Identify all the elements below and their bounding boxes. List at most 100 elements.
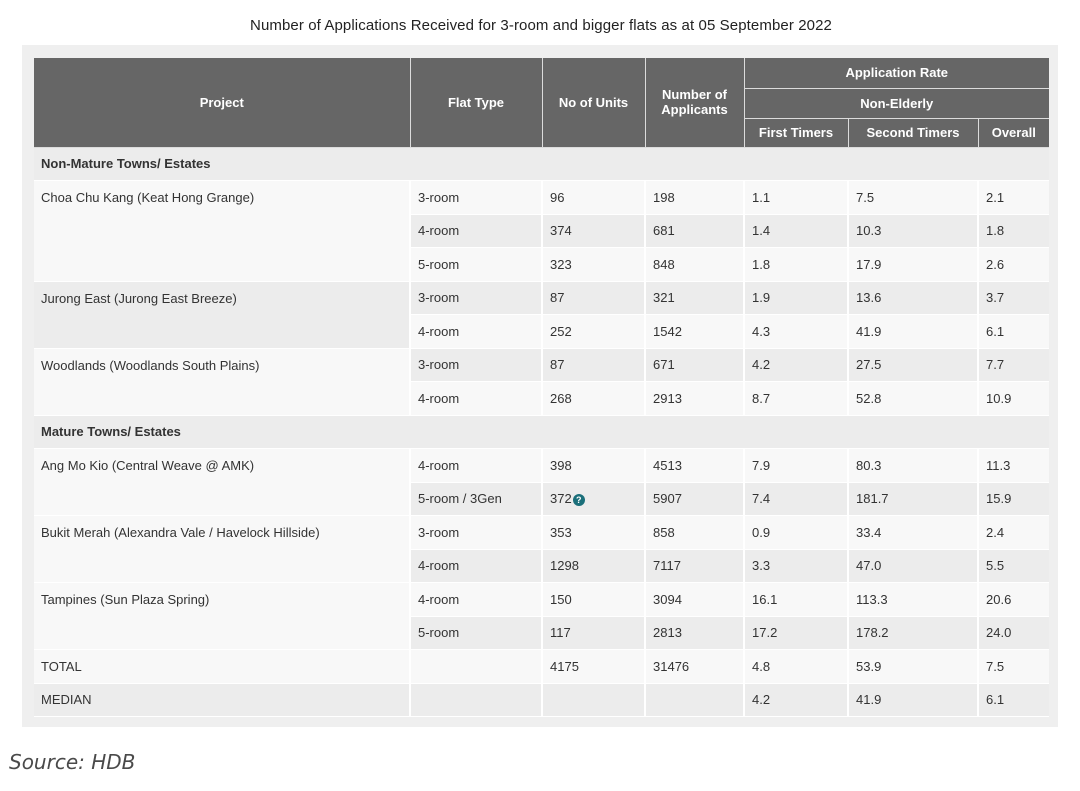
- overall-cell: 7.5: [978, 649, 1050, 684]
- units-cell: 4175: [542, 649, 646, 684]
- overall-cell: 2.4: [978, 515, 1050, 550]
- first-timers-cell: 17.2: [744, 616, 849, 650]
- overall-cell: 20.6: [978, 582, 1050, 617]
- flat-type-cell: 3-room: [410, 515, 543, 550]
- project-name: Ang Mo Kio (Central Weave @ AMK): [34, 448, 411, 516]
- second-timers-cell: 10.3: [848, 214, 979, 248]
- header-application-rate: Application Rate: [744, 58, 1050, 89]
- table-title: Number of Applications Received for 3-ro…: [250, 17, 832, 34]
- units-cell: 372?: [542, 482, 646, 516]
- overall-cell: 10.9: [978, 381, 1050, 416]
- applicants-cell: 321: [645, 281, 745, 315]
- header-overall: Overall: [978, 118, 1050, 148]
- units-cell: 87: [542, 281, 646, 315]
- second-timers-cell: 41.9: [848, 683, 979, 717]
- overall-cell: 2.6: [978, 247, 1050, 282]
- second-timers-cell: 41.9: [848, 314, 979, 349]
- section-label-non-mature: Non-Mature Towns/ Estates: [34, 147, 1050, 181]
- flat-type-cell: 4-room: [410, 381, 543, 416]
- overall-cell: 7.7: [978, 348, 1050, 382]
- flat-type-cell: 3-room: [410, 281, 543, 315]
- units-cell: 87: [542, 348, 646, 382]
- flat-type-cell: [410, 683, 543, 717]
- first-timers-cell: 3.3: [744, 549, 849, 583]
- units-cell: 353: [542, 515, 646, 550]
- second-timers-cell: 17.9: [848, 247, 979, 282]
- flat-type-cell: 5-room: [410, 616, 543, 650]
- overall-cell: 5.5: [978, 549, 1050, 583]
- first-timers-cell: 1.9: [744, 281, 849, 315]
- project-name: Jurong East (Jurong East Breeze): [34, 281, 411, 349]
- header-applicants: Number of Applicants: [645, 58, 745, 148]
- info-icon[interactable]: ?: [572, 493, 585, 506]
- total-label: TOTAL: [34, 649, 411, 684]
- overall-cell: 15.9: [978, 482, 1050, 516]
- overall-cell: 6.1: [978, 683, 1050, 717]
- header-flat-type: Flat Type: [410, 58, 543, 148]
- first-timers-cell: 0.9: [744, 515, 849, 550]
- overall-cell: 6.1: [978, 314, 1050, 349]
- overall-cell: 2.1: [978, 180, 1050, 215]
- project-name: Tampines (Sun Plaza Spring): [34, 582, 411, 650]
- header-second-timers: Second Timers: [848, 118, 979, 148]
- flat-type-cell: 3-room: [410, 348, 543, 382]
- first-timers-cell: 4.3: [744, 314, 849, 349]
- first-timers-cell: 4.2: [744, 348, 849, 382]
- flat-type-cell: 4-room: [410, 582, 543, 617]
- applicants-cell: 7117: [645, 549, 745, 583]
- units-cell: 268: [542, 381, 646, 416]
- first-timers-cell: 1.1: [744, 180, 849, 215]
- second-timers-cell: 113.3: [848, 582, 979, 617]
- second-timers-cell: 178.2: [848, 616, 979, 650]
- units-cell: 1298: [542, 549, 646, 583]
- project-name: Woodlands (Woodlands South Plains): [34, 348, 411, 416]
- second-timers-cell: 53.9: [848, 649, 979, 684]
- applicants-cell: [645, 683, 745, 717]
- total-row: TOTAL 4175 31476 4.8 53.9 7.5: [34, 649, 1050, 684]
- units-cell: 252: [542, 314, 646, 349]
- applicants-cell: 31476: [645, 649, 745, 684]
- units-cell: 150: [542, 582, 646, 617]
- flat-type-cell: 4-room: [410, 314, 543, 349]
- first-timers-cell: 16.1: [744, 582, 849, 617]
- applicants-cell: 198: [645, 180, 745, 215]
- first-timers-cell: 4.2: [744, 683, 849, 717]
- median-row: MEDIAN 4.2 41.9 6.1: [34, 683, 1050, 717]
- flat-type-cell: 5-room / 3Gen: [410, 482, 543, 516]
- flat-type-cell: 4-room: [410, 214, 543, 248]
- first-timers-cell: 8.7: [744, 381, 849, 416]
- applicants-cell: 1542: [645, 314, 745, 349]
- units-cell: [542, 683, 646, 717]
- second-timers-cell: 80.3: [848, 448, 979, 483]
- median-label: MEDIAN: [34, 683, 411, 717]
- header-project: Project: [34, 58, 411, 148]
- header-first-timers: First Timers: [744, 118, 849, 148]
- units-cell: 323: [542, 247, 646, 282]
- units-value: 372: [550, 491, 572, 507]
- first-timers-cell: 7.4: [744, 482, 849, 516]
- section-label-mature: Mature Towns/ Estates: [34, 415, 1050, 449]
- overall-cell: 11.3: [978, 448, 1050, 483]
- flat-type-cell: [410, 649, 543, 684]
- second-timers-cell: 7.5: [848, 180, 979, 215]
- units-cell: 117: [542, 616, 646, 650]
- source-caption: Source: HDB: [9, 750, 136, 774]
- applicants-cell: 848: [645, 247, 745, 282]
- first-timers-cell: 4.8: [744, 649, 849, 684]
- second-timers-cell: 13.6: [848, 281, 979, 315]
- header-units: No of Units: [542, 58, 646, 148]
- applicants-cell: 2813: [645, 616, 745, 650]
- units-cell: 374: [542, 214, 646, 248]
- units-cell: 96: [542, 180, 646, 215]
- applications-table: Project Flat Type No of Units Number of …: [34, 58, 1050, 717]
- project-name: Bukit Merah (Alexandra Vale / Havelock H…: [34, 515, 411, 583]
- second-timers-cell: 27.5: [848, 348, 979, 382]
- flat-type-cell: 4-room: [410, 448, 543, 483]
- project-name: Choa Chu Kang (Keat Hong Grange): [34, 180, 411, 282]
- overall-cell: 1.8: [978, 214, 1050, 248]
- overall-cell: 3.7: [978, 281, 1050, 315]
- second-timers-cell: 52.8: [848, 381, 979, 416]
- flat-type-cell: 3-room: [410, 180, 543, 215]
- header-non-elderly: Non-Elderly: [744, 88, 1050, 119]
- second-timers-cell: 33.4: [848, 515, 979, 550]
